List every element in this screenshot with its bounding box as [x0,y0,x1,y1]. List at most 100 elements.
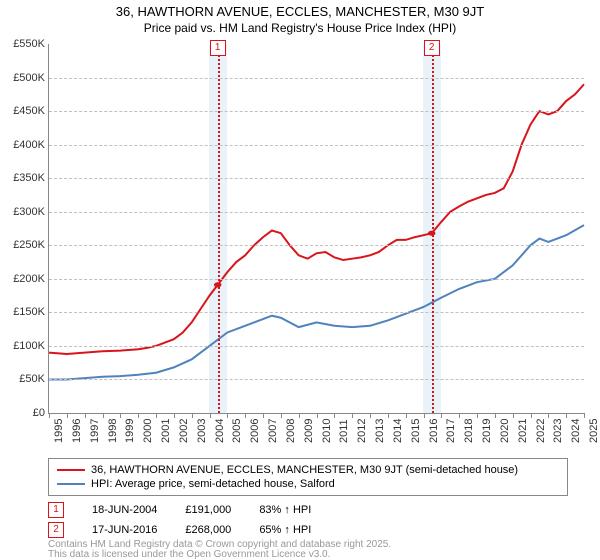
x-axis-label: 2025 [588,419,600,443]
y-axis-label: £100K [13,340,45,352]
x-tick [85,413,86,418]
sale-row-1: 1 18-JUN-2004 £191,000 83% ↑ HPI [48,500,311,520]
x-axis-label: 1995 [53,419,65,443]
x-tick [299,413,300,418]
x-tick [406,413,407,418]
x-axis-label: 2018 [463,419,475,443]
chart-plot: £0£50K£100K£150K£200K£250K£300K£350K£400… [48,44,584,414]
x-axis-label: 2004 [214,419,226,443]
x-axis-label: 2007 [267,419,279,443]
chart-title-line1: 36, HAWTHORN AVENUE, ECCLES, MANCHESTER,… [0,4,600,21]
x-axis-label: 2002 [178,419,190,443]
sale-hpi-delta-2: 65% ↑ HPI [259,524,311,536]
x-tick [156,413,157,418]
x-tick [513,413,514,418]
x-axis-label: 2017 [445,419,457,443]
x-tick [370,413,371,418]
chart-plot-area: £0£50K£100K£150K£200K£250K£300K£350K£400… [48,44,584,414]
y-axis-label: £300K [13,206,45,218]
x-tick [424,413,425,418]
x-axis-label: 2005 [231,419,243,443]
legend-label-property: 36, HAWTHORN AVENUE, ECCLES, MANCHESTER,… [91,464,518,476]
x-axis-label: 2001 [160,419,172,443]
x-axis-label: 1996 [71,419,83,443]
sale-marker-number: 2 [424,40,440,56]
x-axis-label: 2006 [249,419,261,443]
x-axis-label: 2015 [410,419,422,443]
x-tick [548,413,549,418]
series-line-property [49,84,584,354]
chart-container: 36, HAWTHORN AVENUE, ECCLES, MANCHESTER,… [0,0,600,560]
x-axis-label: 2009 [303,419,315,443]
legend-label-hpi: HPI: Average price, semi-detached house,… [91,478,335,490]
x-axis-label: 2022 [535,419,547,443]
y-gridline [49,279,584,280]
x-axis-label: 2000 [142,419,154,443]
x-tick [138,413,139,418]
x-tick [227,413,228,418]
sale-row-2: 2 17-JUN-2016 £268,000 65% ↑ HPI [48,520,311,540]
sale-vertical-line [432,44,434,413]
x-axis-label: 2023 [552,419,564,443]
x-axis-label: 2019 [481,419,493,443]
x-tick [584,413,585,418]
x-axis-label: 1998 [107,419,119,443]
y-gridline [49,111,584,112]
legend: 36, HAWTHORN AVENUE, ECCLES, MANCHESTER,… [48,458,568,496]
y-gridline [49,245,584,246]
sale-price-2: £268,000 [185,524,231,536]
y-axis-label: £550K [13,38,45,50]
x-axis-label: 2010 [321,419,333,443]
x-tick [245,413,246,418]
chart-title-line2: Price paid vs. HM Land Registry's House … [0,21,600,37]
x-axis-label: 2020 [499,419,511,443]
y-axis-label: £350K [13,172,45,184]
x-tick [210,413,211,418]
x-tick [281,413,282,418]
attribution-line2: This data is licensed under the Open Gov… [48,550,391,560]
chart-title-block: 36, HAWTHORN AVENUE, ECCLES, MANCHESTER,… [0,0,600,36]
x-axis-label: 2016 [428,419,440,443]
y-axis-label: £250K [13,239,45,251]
x-axis-label: 2021 [517,419,529,443]
x-tick [495,413,496,418]
y-axis-label: £150K [13,306,45,318]
y-axis-label: £0 [33,407,45,419]
x-tick [49,413,50,418]
sale-price-1: £191,000 [185,504,231,516]
x-tick [477,413,478,418]
y-gridline [49,312,584,313]
legend-swatch-hpi [57,483,85,485]
legend-swatch-property [57,469,85,471]
y-axis-label: £450K [13,105,45,117]
series-line-hpi [49,225,584,379]
y-axis-label: £400K [13,139,45,151]
x-axis-label: 2013 [374,419,386,443]
y-gridline [49,178,584,179]
sale-marker-number: 1 [210,40,226,56]
sale-marker-1: 1 [48,502,64,518]
x-tick [566,413,567,418]
y-axis-label: £50K [19,373,45,385]
x-tick [441,413,442,418]
y-axis-label: £500K [13,72,45,84]
chart-svg [49,44,584,413]
sale-date-2: 17-JUN-2016 [92,524,157,536]
x-tick [120,413,121,418]
x-axis-label: 2003 [196,419,208,443]
y-gridline [49,78,584,79]
y-axis-label: £200K [13,273,45,285]
x-axis-label: 1997 [89,419,101,443]
x-axis-label: 2012 [356,419,368,443]
x-axis-label: 1999 [124,419,136,443]
x-tick [352,413,353,418]
x-tick [174,413,175,418]
x-tick [317,413,318,418]
x-tick [263,413,264,418]
x-axis-label: 2014 [392,419,404,443]
x-axis-label: 2024 [570,419,582,443]
sale-hpi-delta-1: 83% ↑ HPI [259,504,311,516]
x-tick [531,413,532,418]
x-tick [388,413,389,418]
x-tick [67,413,68,418]
